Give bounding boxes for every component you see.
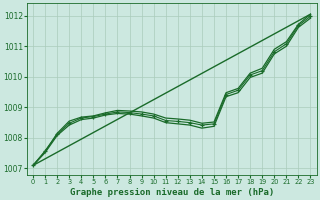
- X-axis label: Graphe pression niveau de la mer (hPa): Graphe pression niveau de la mer (hPa): [70, 188, 274, 197]
